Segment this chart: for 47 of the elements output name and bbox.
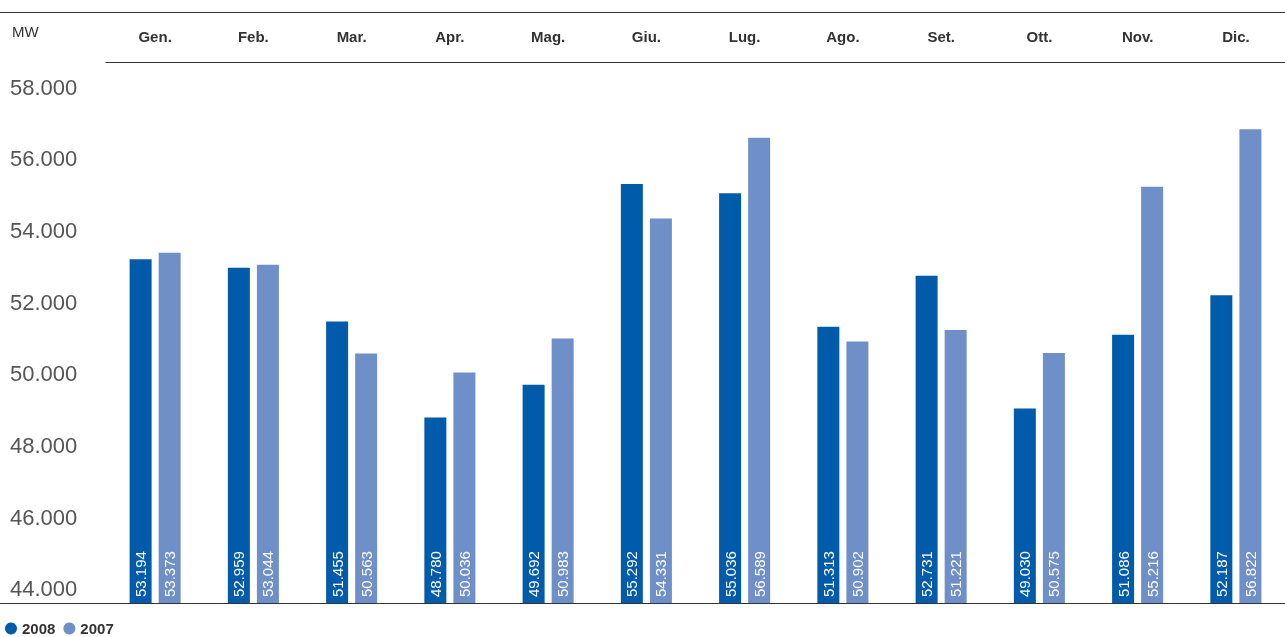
y-tick-label: 54.000 [10, 217, 78, 243]
data-label: 49.692 [525, 551, 543, 597]
data-label: 54.331 [652, 551, 670, 597]
data-label: 56.822 [1241, 551, 1259, 597]
data-label: 52.731 [918, 551, 936, 597]
y-tick-label: 52.000 [10, 289, 78, 315]
legend-label: 2008 [22, 620, 56, 637]
y-axis-title: MW [12, 23, 40, 40]
y-tick-label: 48.000 [10, 432, 78, 458]
data-label: 53.194 [132, 551, 150, 597]
data-label: 51.455 [328, 551, 346, 597]
x-tick-label: Apr. [435, 28, 465, 45]
data-label: 53.373 [161, 551, 179, 597]
legend-label: 2007 [80, 620, 114, 637]
x-tick-label: Lug. [728, 28, 761, 45]
x-tick-label: Set. [927, 28, 955, 45]
x-tick-label: Giu. [631, 28, 661, 45]
data-label: 50.902 [848, 551, 866, 597]
x-tick-label: Nov. [1121, 28, 1154, 45]
data-label: 49.030 [1016, 551, 1034, 597]
data-label: 51.086 [1114, 551, 1132, 597]
y-tick-label: 44.000 [10, 576, 78, 602]
data-label: 51.313 [819, 551, 837, 597]
y-tick-label: 46.000 [10, 504, 78, 530]
x-tick-label: Ott. [1026, 28, 1053, 45]
data-label: 50.983 [554, 551, 572, 597]
x-tick-label: Gen. [138, 28, 172, 45]
data-label: 52.959 [230, 551, 248, 597]
x-tick-label: Mag. [531, 28, 566, 45]
x-tick-label: Feb. [237, 28, 269, 45]
data-label: 55.292 [623, 551, 641, 597]
data-label: 53.044 [259, 551, 277, 597]
y-tick-label: 56.000 [10, 146, 78, 172]
y-tick-label: 58.000 [10, 74, 78, 100]
y-tick-label: 50.000 [10, 361, 78, 387]
data-label: 56.589 [750, 551, 768, 597]
data-label: 52.187 [1212, 551, 1230, 597]
data-label: 55.036 [721, 551, 739, 597]
data-label: 48.780 [426, 551, 444, 597]
x-tick-label: Ago. [826, 28, 860, 45]
data-label: 50.036 [455, 551, 473, 597]
data-label: 51.221 [947, 551, 965, 597]
x-tick-label: Mar. [336, 28, 367, 45]
data-label: 50.563 [357, 551, 375, 597]
data-label: 55.216 [1143, 551, 1161, 597]
data-label: 50.575 [1045, 551, 1063, 597]
x-tick-label: Dic. [1222, 28, 1250, 45]
